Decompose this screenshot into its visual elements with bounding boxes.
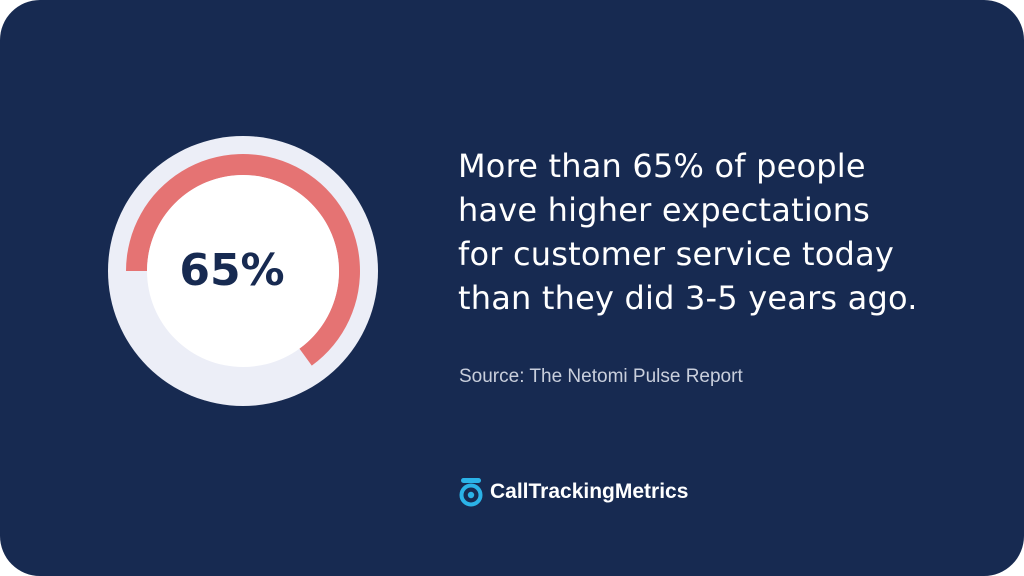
donut-chart-svg: 65%	[108, 136, 378, 406]
headline-line: than they did 3-5 years ago.	[458, 279, 918, 317]
brand-name: CallTrackingMetrics	[490, 480, 689, 503]
source-citation: Source: The Netomi Pulse Report	[459, 366, 743, 387]
brand-logo: CallTrackingMetrics	[458, 476, 688, 508]
donut-center	[147, 175, 339, 367]
headline-line: More than 65% of people	[458, 147, 866, 185]
headline: More than 65% of people have higher expe…	[458, 144, 998, 320]
headline-line: have higher expectations	[458, 191, 871, 229]
donut-center-label: 65%	[179, 245, 284, 296]
donut-chart: 65%	[108, 136, 378, 406]
headline-line: for customer service today	[458, 235, 895, 273]
call-tracking-logo-icon	[459, 478, 483, 507]
